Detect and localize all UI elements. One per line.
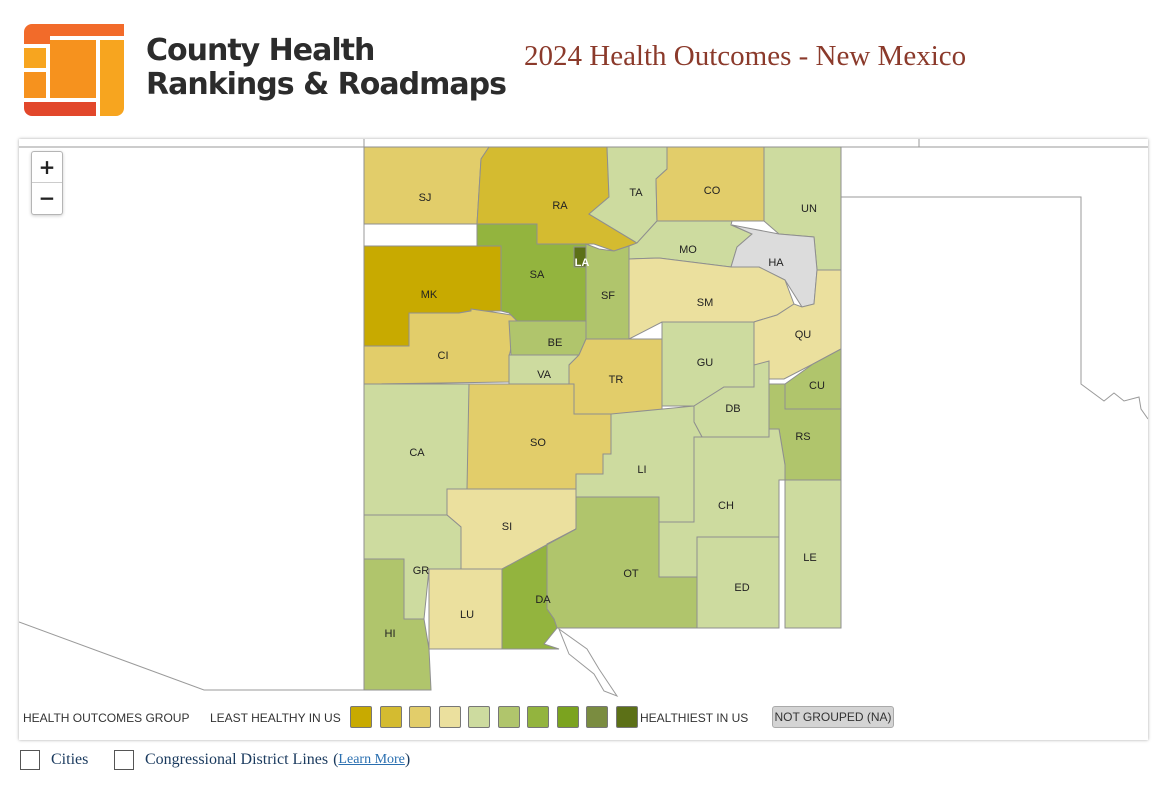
legend-swatch-5 (468, 706, 490, 728)
county-label-ta: TA (629, 187, 643, 199)
map-container[interactable]: SJ RA TA CO UN MK SA LA SF MO HA SM QU CI BE VA TR GU CU DB… (19, 139, 1148, 740)
county-label-cu: CU (809, 380, 825, 392)
county-label-hi: HI (385, 628, 396, 640)
county-co[interactable] (655, 146, 765, 222)
county-label-co: CO (704, 185, 721, 197)
legend-least-label: LEAST HEALTHY IN US (210, 711, 341, 725)
county-label-so: SO (530, 437, 546, 449)
county-sj[interactable] (363, 146, 490, 225)
county-label-la: LA (575, 257, 590, 269)
county-label-sa: SA (530, 269, 545, 281)
county-label-tr: TR (609, 374, 624, 386)
county-label-mk: MK (421, 289, 438, 301)
county-label-ed: ED (734, 582, 749, 594)
legend-swatch-8 (556, 706, 579, 728)
legend-group-label: HEALTH OUTCOMES GROUP (23, 711, 190, 725)
cities-option[interactable]: Cities (20, 750, 88, 770)
page-title: 2024 Health Outcomes - New Mexico (524, 40, 967, 72)
county-ha[interactable] (730, 224, 818, 308)
county-label-db: DB (725, 403, 740, 415)
districts-label: Congressional District Lines (145, 751, 329, 768)
county-label-ot: OT (623, 568, 639, 580)
legend-swatch-7 (527, 706, 549, 728)
brand-name[interactable]: County Health Rankings & Roadmaps (146, 33, 507, 102)
legend-swatch-6 (497, 706, 520, 728)
county-label-ci: CI (438, 350, 449, 362)
county-le[interactable] (784, 479, 842, 629)
county-label-mo: MO (679, 244, 697, 256)
county-label-un: UN (801, 203, 817, 215)
zoom-in-button[interactable]: + (32, 152, 62, 183)
county-label-ca: CA (409, 447, 425, 459)
brand-line-2: Rankings & Roadmaps (146, 67, 507, 102)
districts-option[interactable]: Congressional District Lines (Learn More… (114, 750, 410, 770)
county-label-da: DA (535, 594, 551, 606)
state-map[interactable]: SJ RA TA CO UN MK SA LA SF MO HA SM QU CI BE VA TR GU CU DB… (19, 139, 1148, 699)
legend-healthiest-label: HEALTHIEST IN US (640, 711, 749, 725)
legend-swatch-3 (409, 706, 431, 728)
county-label-sm: SM (697, 297, 714, 309)
county-label-be: BE (548, 337, 563, 349)
map-legend: HEALTH OUTCOMES GROUP LEAST HEALTHY IN U… (19, 704, 1148, 730)
county-label-sf: SF (601, 290, 615, 302)
county-lu[interactable] (428, 568, 503, 650)
county-label-ra: RA (552, 200, 568, 212)
cities-label: Cities (51, 751, 89, 768)
legend-swatch-10 (615, 706, 638, 728)
county-hi[interactable] (363, 558, 432, 691)
county-label-gu: GU (697, 357, 714, 369)
county-label-le: LE (803, 552, 816, 564)
zoom-control: + − (31, 151, 63, 215)
county-label-ha: HA (768, 257, 784, 269)
brand-line-1: County Health (146, 33, 375, 68)
legend-swatch-2 (379, 706, 402, 728)
county-label-qu: QU (795, 329, 812, 341)
county-label-si: SI (502, 521, 512, 533)
learn-more-link[interactable]: Learn More (338, 752, 405, 767)
county-label-sj: SJ (419, 192, 432, 204)
county-label-ch: CH (718, 500, 734, 512)
county-layer (363, 146, 842, 691)
legend-na-box: NOT GROUPED (NA) (772, 706, 894, 728)
legend-swatch-9 (586, 706, 608, 728)
county-label-lu: LU (460, 609, 474, 621)
county-label-layer: SJ RA TA CO UN MK SA LA SF MO HA SM QU CI BE VA TR GU CU DB… (385, 185, 825, 640)
legend-swatch-1 (350, 706, 372, 728)
county-label-li: LI (637, 464, 646, 476)
county-ed[interactable] (696, 536, 780, 629)
county-da[interactable] (501, 528, 577, 650)
county-label-gr: GR (413, 565, 430, 577)
cities-checkbox[interactable] (20, 750, 40, 770)
districts-checkbox[interactable] (114, 750, 134, 770)
legend-swatch-4 (438, 706, 461, 728)
county-label-va: VA (537, 369, 552, 381)
county-label-rs: RS (795, 431, 810, 443)
zoom-out-button[interactable]: − (38, 186, 56, 210)
chrr-logo (24, 24, 124, 116)
